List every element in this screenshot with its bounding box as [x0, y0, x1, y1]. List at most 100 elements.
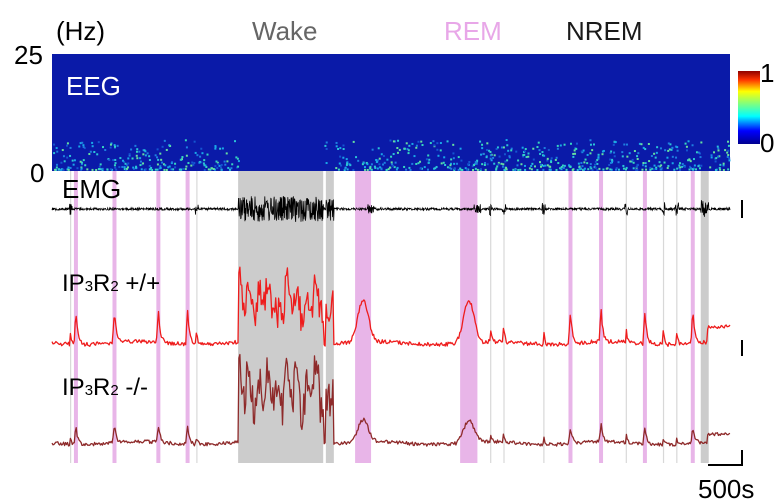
spectrogram-power-cell — [411, 162, 414, 165]
spectrogram-power-cell — [139, 164, 142, 167]
spectrogram-power-cell — [417, 140, 420, 143]
spectrogram-power-cell — [709, 166, 712, 169]
spectrogram-power-cell — [476, 168, 479, 171]
spectrogram-power-cell — [574, 152, 577, 155]
spectrogram-power-cell — [91, 145, 94, 148]
eeg-label: EEG — [66, 71, 121, 101]
spectrogram-power-cell — [444, 164, 447, 167]
spectrogram-power-cell — [378, 157, 381, 160]
spectrogram-power-cell — [371, 148, 374, 151]
spectrogram-power-cell — [498, 155, 501, 158]
spectrogram-power-cell — [155, 156, 158, 159]
spectrogram-power-cell — [452, 143, 455, 146]
spectrogram-power-cell — [220, 168, 223, 171]
spectrogram-power-cell — [168, 144, 171, 147]
spectrogram-power-cell — [601, 150, 604, 153]
spectrogram-power-cell — [235, 156, 238, 159]
spectrogram-power-cell — [83, 147, 86, 150]
spectrogram-power-cell — [572, 152, 575, 155]
spectrogram-power-cell — [684, 142, 687, 145]
spectrogram-power-cell — [415, 144, 418, 147]
spectrogram-power-cell — [99, 168, 102, 171]
spectrogram-power-cell — [527, 155, 530, 158]
spectrogram-power-cell — [497, 161, 500, 164]
spectrogram-power-cell — [136, 157, 139, 160]
spectrogram-power-cell — [492, 156, 495, 159]
spectrogram-power-cell — [325, 147, 328, 150]
spectrogram-power-cell — [79, 142, 82, 145]
emg-trace — [51, 195, 731, 222]
spectrogram-power-cell — [614, 141, 617, 144]
spectrogram-power-cell — [187, 162, 190, 165]
spectrogram-power-cell — [613, 155, 616, 158]
spectrogram-power-cell — [543, 154, 546, 157]
spectrogram-power-cell — [722, 168, 725, 171]
spectrogram-power-cell — [420, 140, 423, 143]
brief-wake-mark-6 — [662, 171, 665, 463]
spectrogram-power-cell — [421, 144, 424, 147]
spectrogram-power-cell — [517, 168, 520, 171]
spectrogram-power-cell — [667, 149, 670, 152]
spectrogram-power-cell — [148, 155, 151, 158]
spectrogram-power-cell — [99, 163, 102, 166]
spectrogram-power-cell — [97, 168, 100, 171]
spectrogram-power-cell — [615, 168, 618, 171]
spectrogram-power-cell — [675, 156, 678, 159]
y-min-label: 0 — [30, 158, 45, 188]
spectrogram-power-cell — [474, 167, 477, 170]
emg-label: EMG — [62, 174, 122, 204]
spectrogram-power-cell — [391, 163, 394, 166]
spectrogram-power-cell — [586, 153, 589, 156]
spectrogram-power-cell — [69, 146, 72, 149]
spectrogram-power-cell — [111, 168, 114, 171]
spectrogram-power-cell — [167, 166, 170, 169]
spectrogram-power-cell — [692, 168, 695, 171]
spectrogram-power-cell — [637, 152, 640, 155]
spectrogram-power-cell — [230, 167, 233, 170]
spectrogram-power-cell — [525, 156, 528, 159]
spectrogram-power-cell — [608, 164, 611, 167]
spectrogram-power-cell — [53, 143, 56, 146]
spectrogram-power-cell — [207, 168, 210, 171]
spectrogram-power-cell — [205, 165, 208, 168]
spectrogram-power-cell — [342, 144, 345, 147]
spectrogram-power-cell — [159, 152, 162, 155]
spectrogram-power-cell — [184, 139, 187, 142]
spectrogram-power-cell — [215, 160, 218, 163]
spectrogram-power-cell — [715, 157, 718, 160]
spectrogram-power-cell — [728, 157, 731, 160]
spectrogram-power-cell — [439, 142, 442, 145]
spectrogram-power-cell — [114, 158, 117, 161]
spectrogram-power-cell — [335, 167, 338, 170]
spectrogram-power-cell — [565, 168, 568, 171]
spectrogram-power-cell — [486, 149, 489, 152]
spectrogram-power-cell — [517, 159, 520, 162]
spectrogram-power-cell — [446, 166, 449, 169]
spectrogram-power-cell — [164, 164, 167, 167]
spectrogram-power-cell — [338, 162, 341, 165]
spectrogram-power-cell — [687, 140, 690, 143]
spectrogram-power-cell — [479, 168, 482, 171]
spectrogram-power-cell — [549, 168, 552, 171]
spectrogram-power-cell — [467, 163, 470, 166]
spectrogram-power-cell — [98, 165, 101, 168]
spectrogram-power-cell — [506, 159, 509, 162]
spectrogram-power-cell — [427, 154, 430, 157]
spectrogram-power-cell — [474, 161, 477, 164]
spectrogram-power-cell — [472, 168, 475, 171]
spectrogram-power-cell — [692, 167, 695, 170]
spectrogram-power-cell — [151, 168, 154, 171]
spectrogram-power-cell — [589, 139, 592, 142]
spectrogram-power-cell — [214, 147, 217, 150]
spectrogram-power-cell — [474, 162, 477, 165]
spectrogram-power-cell — [572, 155, 575, 158]
spectrogram-power-cell — [365, 161, 368, 164]
spectrogram-power-cell — [589, 152, 592, 155]
spectrogram-power-cell — [602, 168, 605, 171]
spectrogram-power-cell — [683, 165, 686, 168]
spectrogram-power-cell — [601, 153, 604, 156]
spectrogram-power-cell — [452, 157, 455, 160]
spectrogram-power-cell — [510, 149, 513, 152]
spectrogram-power-cell — [497, 163, 500, 166]
